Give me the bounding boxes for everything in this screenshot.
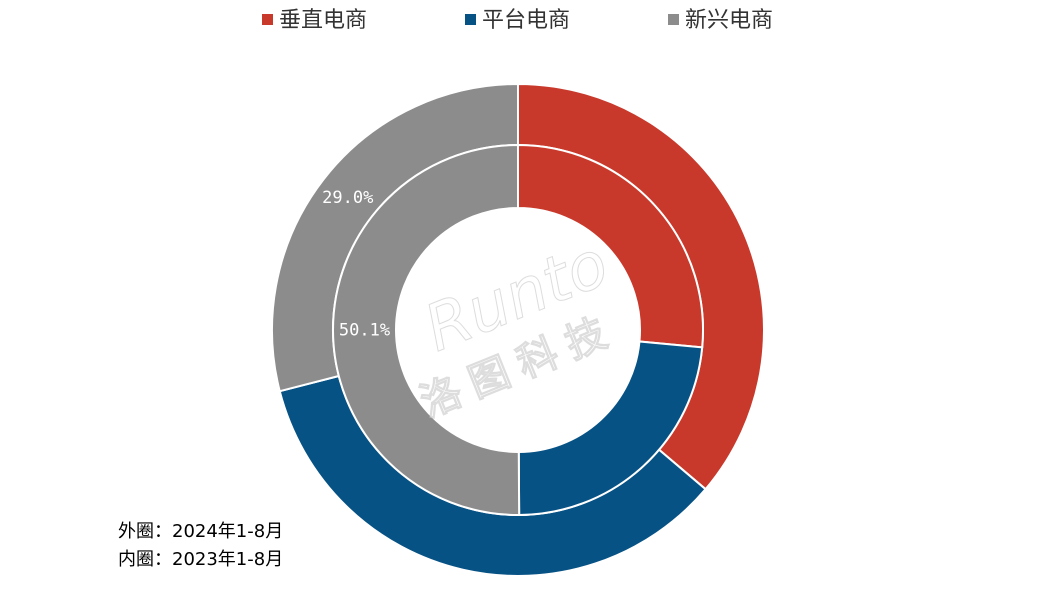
note: 内圈：2023年1-8月 bbox=[118, 549, 283, 570]
note: 外圈：2024年1-8月 bbox=[118, 521, 283, 542]
legend-swatch bbox=[668, 14, 679, 25]
legend-swatch bbox=[262, 14, 273, 25]
value-label: 29.0% bbox=[322, 188, 373, 208]
legend-label: 新兴电商 bbox=[685, 8, 773, 33]
ring-segment bbox=[517, 143, 704, 349]
legend-label: 垂直电商 bbox=[279, 8, 367, 33]
value-label: 50.1% bbox=[339, 320, 390, 340]
legend-label: 平台电商 bbox=[482, 8, 570, 33]
legend-swatch bbox=[465, 14, 476, 25]
ring-segment bbox=[331, 143, 521, 516]
